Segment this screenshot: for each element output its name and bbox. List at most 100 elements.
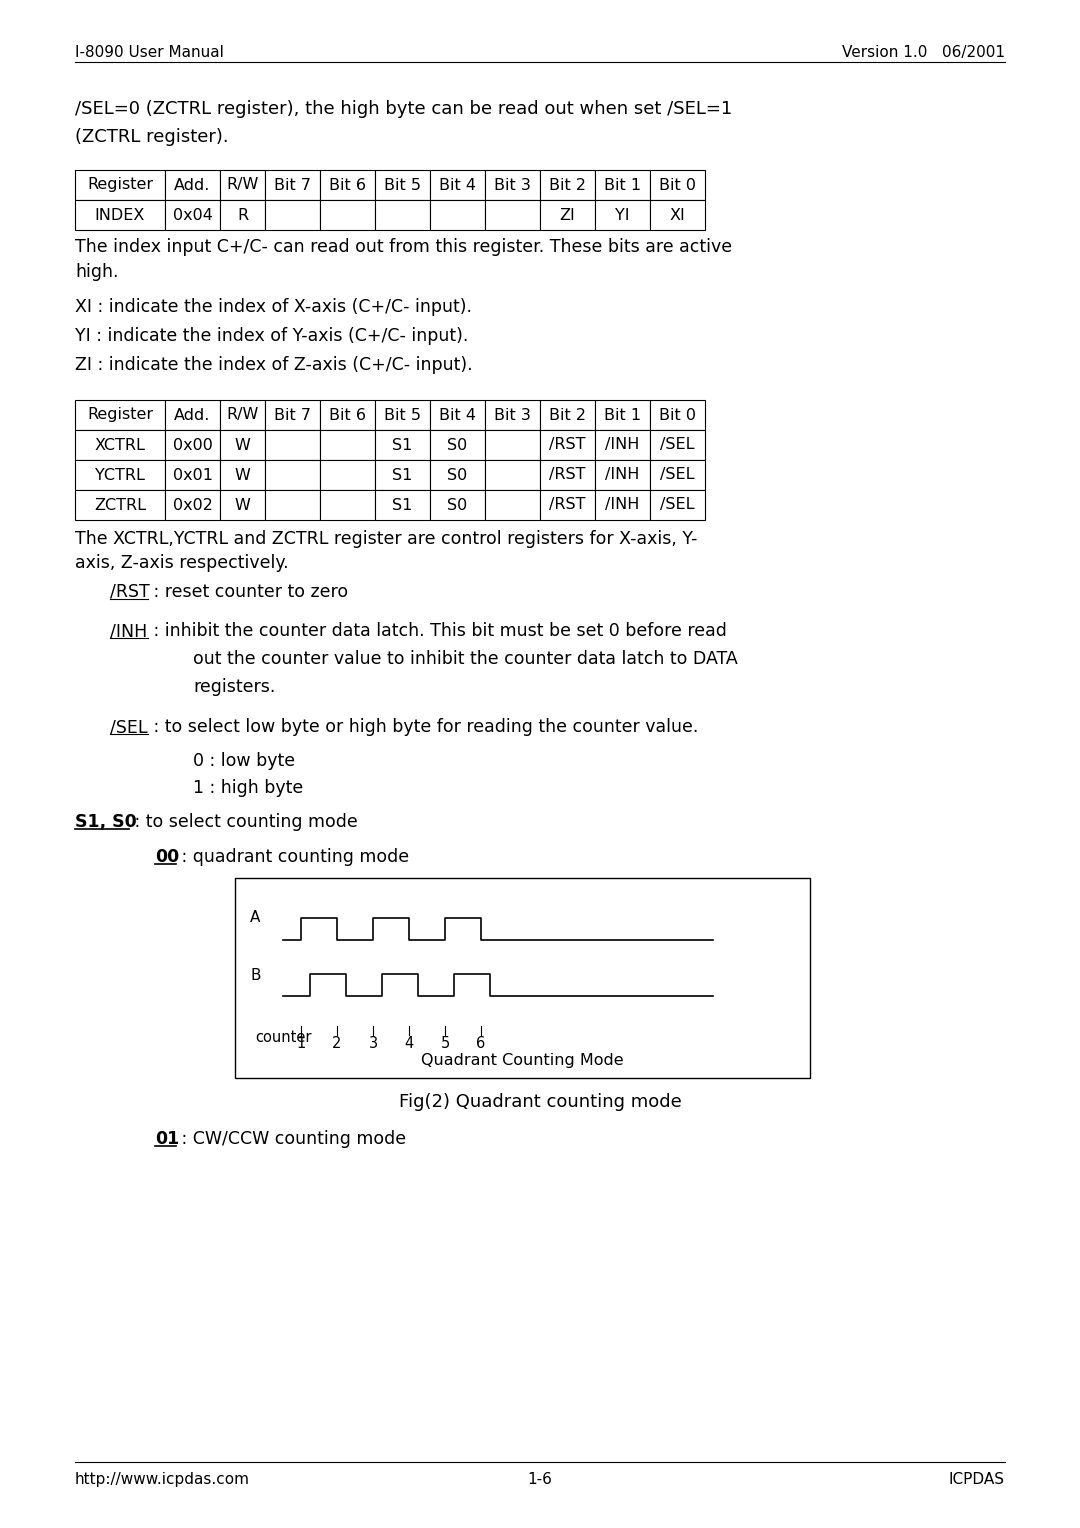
Text: 0x01: 0x01 — [173, 468, 213, 483]
Text: YI : indicate the index of Y-axis (C+/C- input).: YI : indicate the index of Y-axis (C+/C-… — [75, 327, 469, 345]
Text: (ZCTRL register).: (ZCTRL register). — [75, 128, 229, 147]
Text: XCTRL: XCTRL — [95, 437, 146, 452]
Bar — [430, 170, 485, 200]
Bar — [165, 400, 220, 429]
Bar — [165, 460, 220, 490]
Text: Bit 2: Bit 2 — [549, 177, 586, 193]
Text: high.: high. — [75, 263, 119, 281]
Bar — [430, 490, 485, 520]
Text: INDEX: INDEX — [95, 208, 145, 223]
Text: Bit 6: Bit 6 — [329, 177, 366, 193]
Bar — [595, 200, 650, 231]
Text: Bit 0: Bit 0 — [659, 177, 696, 193]
Text: /INH: /INH — [110, 622, 147, 640]
Text: : CW/CCW counting mode: : CW/CCW counting mode — [176, 1131, 406, 1148]
Text: ZCTRL: ZCTRL — [94, 498, 146, 512]
Bar — [75, 429, 165, 460]
Text: /INH: /INH — [605, 468, 639, 483]
Bar — [595, 460, 650, 490]
Bar — [430, 400, 485, 429]
Text: Bit 2: Bit 2 — [549, 408, 586, 423]
Text: S0: S0 — [447, 498, 468, 512]
Text: R: R — [237, 208, 248, 223]
Bar — [540, 460, 595, 490]
Bar — [265, 170, 320, 200]
Text: Bit 5: Bit 5 — [384, 177, 421, 193]
Text: Bit 4: Bit 4 — [438, 408, 476, 423]
Bar — [485, 490, 540, 520]
Text: Bit 3: Bit 3 — [494, 408, 531, 423]
Bar — [235, 879, 810, 1077]
Text: B: B — [249, 969, 260, 983]
Text: Bit 5: Bit 5 — [384, 408, 421, 423]
Text: /SEL: /SEL — [660, 498, 694, 512]
Bar — [540, 429, 595, 460]
Bar — [265, 490, 320, 520]
Bar — [375, 429, 430, 460]
Bar — [650, 460, 705, 490]
Bar — [75, 200, 165, 231]
Bar — [485, 400, 540, 429]
Bar — [265, 200, 320, 231]
Text: : to select counting mode: : to select counting mode — [129, 813, 357, 831]
Text: Fig(2) Quadrant counting mode: Fig(2) Quadrant counting mode — [399, 1093, 681, 1111]
Text: /SEL: /SEL — [660, 437, 694, 452]
Bar — [165, 170, 220, 200]
Bar — [265, 460, 320, 490]
Bar — [650, 200, 705, 231]
Text: Bit 6: Bit 6 — [329, 408, 366, 423]
Bar — [320, 170, 375, 200]
Text: 1: 1 — [296, 1036, 306, 1051]
Text: http://www.icpdas.com: http://www.icpdas.com — [75, 1471, 249, 1487]
Text: 0x00: 0x00 — [173, 437, 213, 452]
Text: R/W: R/W — [227, 177, 259, 193]
Bar — [320, 429, 375, 460]
Text: R/W: R/W — [227, 408, 259, 423]
Bar — [430, 460, 485, 490]
Text: counter: counter — [255, 1030, 311, 1045]
Text: Add.: Add. — [174, 177, 211, 193]
Text: axis, Z-axis respectively.: axis, Z-axis respectively. — [75, 555, 288, 571]
Bar — [375, 490, 430, 520]
Bar — [375, 170, 430, 200]
Bar — [650, 429, 705, 460]
Bar — [320, 200, 375, 231]
Bar — [650, 490, 705, 520]
Text: ICPDAS: ICPDAS — [949, 1471, 1005, 1487]
Bar — [320, 400, 375, 429]
Bar — [375, 460, 430, 490]
Bar — [485, 429, 540, 460]
Bar — [220, 429, 265, 460]
Text: YI: YI — [616, 208, 630, 223]
Text: 01: 01 — [156, 1131, 179, 1148]
Text: W: W — [234, 437, 251, 452]
Text: S1, S0: S1, S0 — [75, 813, 137, 831]
Text: XI: XI — [670, 208, 686, 223]
Bar — [595, 400, 650, 429]
Bar — [595, 429, 650, 460]
Text: YCTRL: YCTRL — [95, 468, 145, 483]
Bar — [165, 490, 220, 520]
Bar — [165, 200, 220, 231]
Bar — [650, 400, 705, 429]
Bar — [165, 429, 220, 460]
Text: Bit 0: Bit 0 — [659, 408, 696, 423]
Text: S0: S0 — [447, 468, 468, 483]
Text: 1 : high byte: 1 : high byte — [193, 779, 303, 798]
Text: 6: 6 — [476, 1036, 486, 1051]
Text: /RST: /RST — [110, 584, 150, 601]
Text: S0: S0 — [447, 437, 468, 452]
Bar — [320, 490, 375, 520]
Text: /SEL=0 (ZCTRL register), the high byte can be read out when set /SEL=1: /SEL=0 (ZCTRL register), the high byte c… — [75, 99, 732, 118]
Text: W: W — [234, 498, 251, 512]
Text: XI : indicate the index of X-axis (C+/C- input).: XI : indicate the index of X-axis (C+/C-… — [75, 298, 472, 316]
Text: /SEL: /SEL — [110, 718, 148, 736]
Bar — [540, 400, 595, 429]
Bar — [220, 490, 265, 520]
Bar — [220, 400, 265, 429]
Text: registers.: registers. — [193, 678, 275, 695]
Bar — [485, 460, 540, 490]
Bar — [540, 200, 595, 231]
Bar — [265, 429, 320, 460]
Text: The XCTRL,YCTRL and ZCTRL register are control registers for X-axis, Y-: The XCTRL,YCTRL and ZCTRL register are c… — [75, 530, 698, 549]
